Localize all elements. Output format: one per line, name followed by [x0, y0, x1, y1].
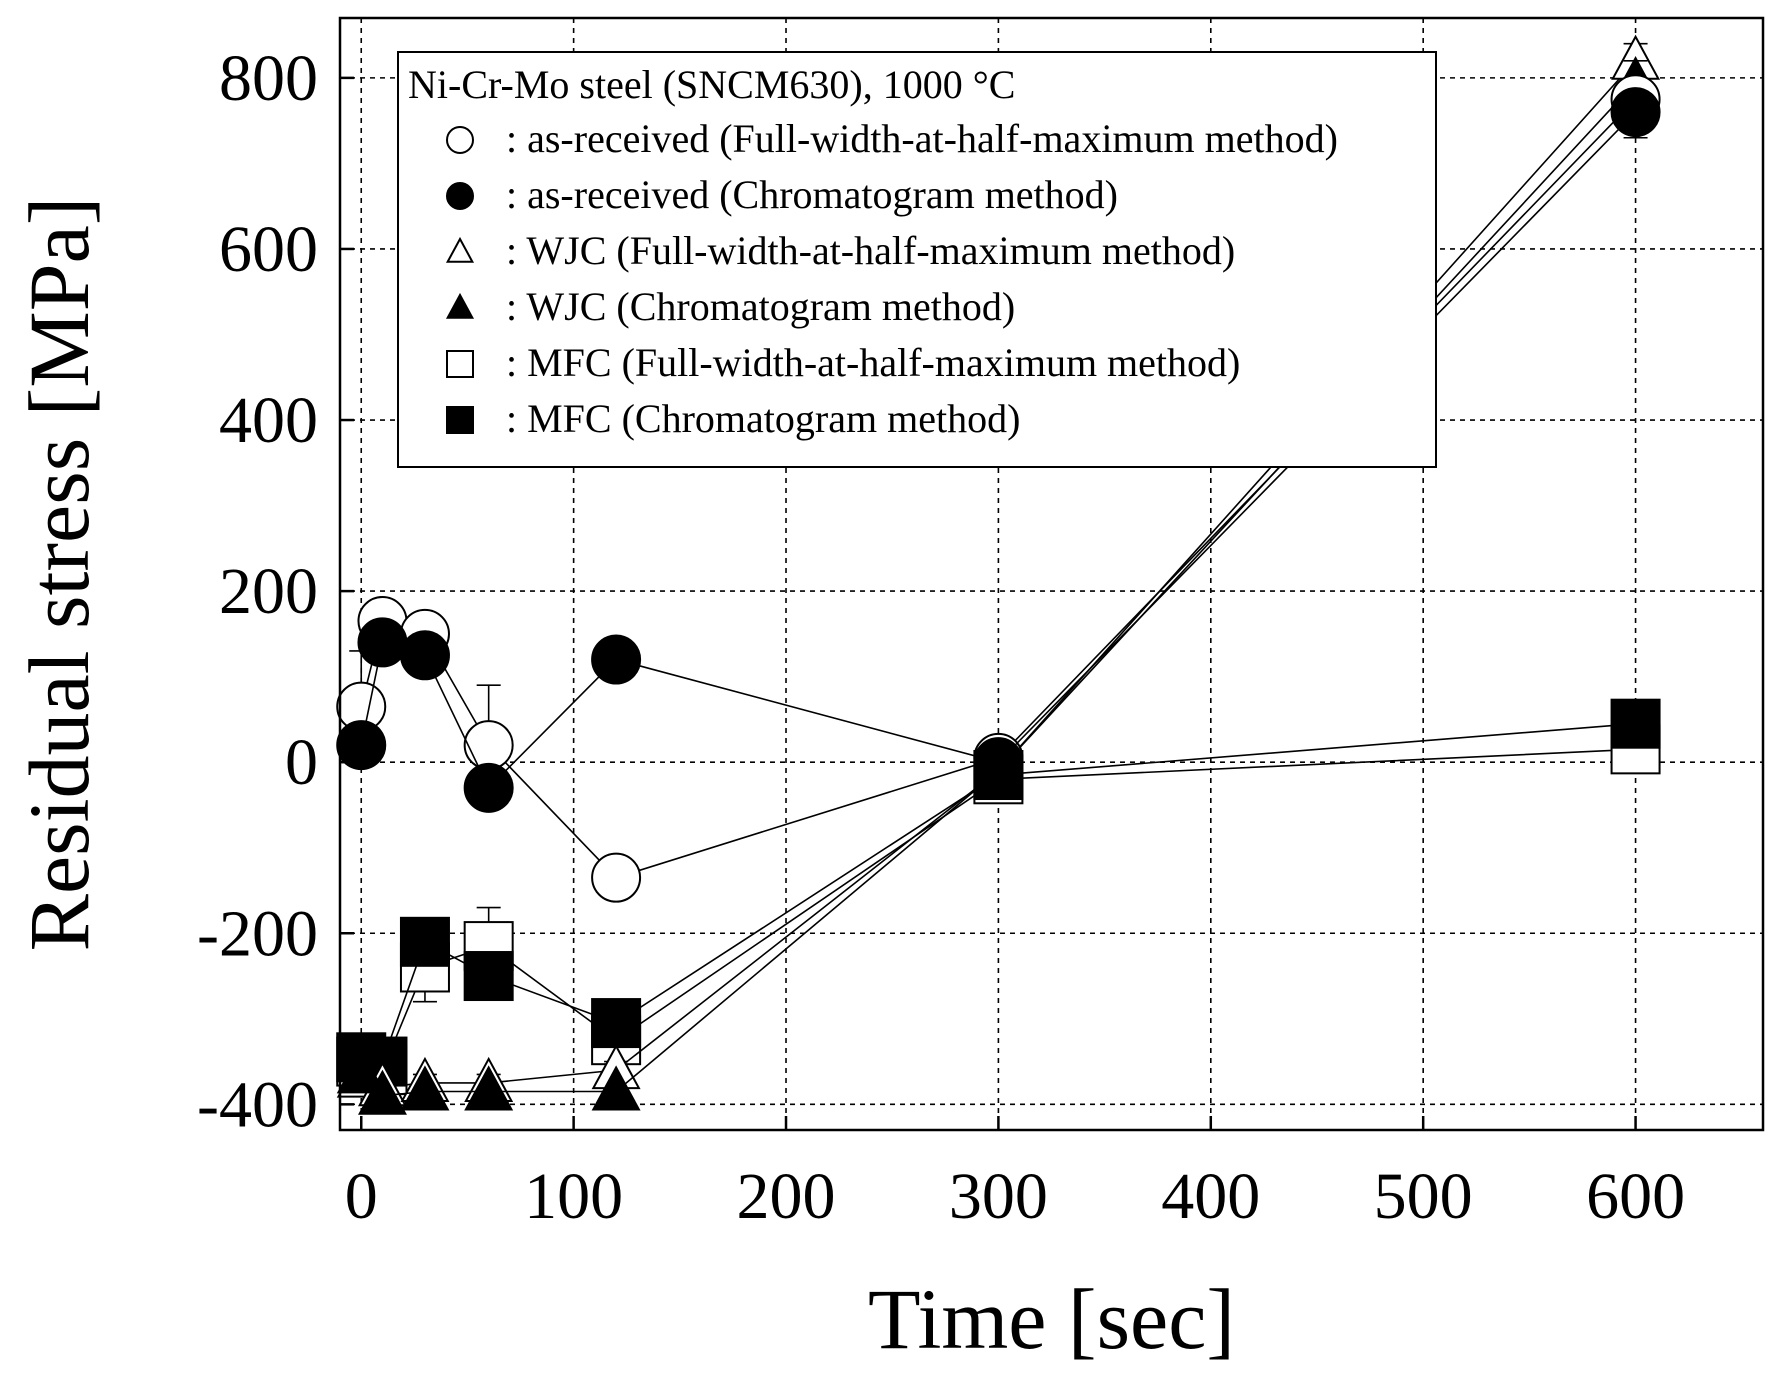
x-axis-label: Time [sec] — [868, 1271, 1235, 1367]
x-tick-label: 100 — [524, 1160, 623, 1233]
data-point — [399, 630, 450, 681]
y-axis-label: Residual stress [MPa] — [11, 197, 107, 952]
data-point — [357, 617, 408, 668]
y-tick-label: -200 — [197, 897, 318, 970]
data-point — [400, 1065, 450, 1111]
data-point — [357, 1069, 407, 1115]
data-point — [973, 737, 1024, 788]
legend-marker — [446, 350, 474, 378]
data-point — [464, 1065, 514, 1111]
legend-entry: : as-received (Full-width-at-half-maximu… — [506, 116, 1338, 161]
data-point — [1610, 698, 1661, 749]
y-tick-label: 800 — [219, 42, 318, 115]
data-point — [463, 951, 514, 1002]
legend-entry: : MFC (Full-width-at-half-maximum method… — [506, 340, 1240, 385]
data-point — [463, 762, 514, 813]
x-tick-label: 600 — [1586, 1160, 1685, 1233]
data-point — [1610, 87, 1661, 138]
legend: Ni-Cr-Mo steel (SNCM630), 1000 °C : as-r… — [397, 51, 1437, 468]
data-point — [399, 916, 450, 967]
data-point — [336, 720, 387, 771]
legend-title: Ni-Cr-Mo steel (SNCM630), 1000 °C — [408, 62, 1015, 107]
data-series — [336, 34, 1661, 1115]
legend-box — [397, 51, 1437, 468]
legend-marker — [446, 126, 474, 154]
x-tick-label: 500 — [1374, 1160, 1473, 1233]
legend-marker — [445, 236, 475, 263]
legend-entry: : as-received (Chromatogram method) — [506, 172, 1118, 217]
legend-marker — [446, 182, 474, 210]
legend-entry: : MFC (Chromatogram method) — [506, 396, 1020, 441]
y-tick-label: 200 — [219, 555, 318, 628]
x-tick-label: 400 — [1161, 1160, 1260, 1233]
data-point — [463, 720, 514, 771]
plot-area-frame — [338, 16, 1765, 1132]
data-point — [591, 634, 642, 685]
y-tick-label: 400 — [219, 384, 318, 457]
x-tick-label: 0 — [345, 1160, 378, 1233]
y-tick-label: -400 — [197, 1068, 318, 1141]
data-point — [336, 1048, 386, 1094]
data-point — [591, 1065, 641, 1111]
legend-entry: : WJC (Full-width-at-half-maximum method… — [506, 228, 1235, 273]
y-tick-label: 600 — [219, 213, 318, 286]
x-tick-label: 300 — [949, 1160, 1048, 1233]
y-tick-label: 0 — [285, 726, 318, 799]
series-1 — [336, 87, 1661, 813]
x-tick-label: 200 — [737, 1160, 836, 1233]
legend-entry: : WJC (Chromatogram method) — [506, 284, 1015, 329]
legend-marker — [446, 406, 474, 434]
data-point — [591, 998, 642, 1049]
data-point — [591, 852, 642, 903]
legend-marker — [445, 292, 475, 319]
axis-ticks: 0 100 200 300 400 500 600 -400 -200 0 200 400 600 800 — [197, 42, 1685, 1233]
